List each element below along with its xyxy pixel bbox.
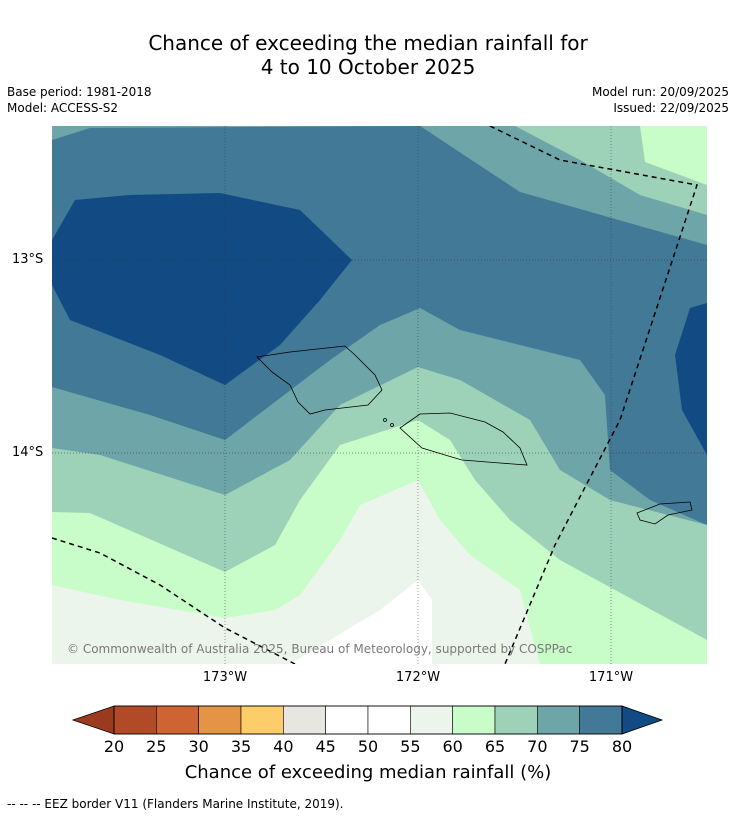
title-line-2: 4 to 10 October 2025 [260, 55, 476, 79]
colorbar-cell [367, 705, 411, 735]
colorbar-tick-label: 80 [611, 737, 633, 756]
colorbar-cell [452, 705, 496, 735]
colorbar-frame [113, 705, 623, 735]
copyright-notice: © Commonwealth of Australia 2025, Bureau… [67, 642, 573, 656]
lon-label-172w: 172°W [395, 670, 441, 685]
eez-legend-note: -- -- -- EEZ border V11 (Flanders Marine… [7, 797, 344, 811]
colorbar-extension-high [621, 705, 664, 735]
colorbar-cell [537, 705, 580, 735]
colorbar-cell [113, 705, 157, 735]
islet [390, 423, 394, 427]
colorbar-tick-label: 25 [146, 737, 167, 756]
title-line-1: Chance of exceeding the median rainfall … [148, 31, 588, 55]
islet [383, 418, 387, 422]
tutuila-island [636, 501, 693, 525]
map-layers [52, 126, 707, 664]
colorbar-tick-label: 55 [400, 737, 421, 756]
band-80-core-east [675, 303, 707, 455]
colorbar-tick-label: 70 [527, 737, 548, 756]
lat-label-13s: 13°S [12, 252, 44, 267]
graticule [52, 126, 707, 664]
colorbar-tick-label: 65 [484, 737, 506, 756]
model-run: Model run: 20/09/2025 [591, 85, 729, 99]
colorbar [71, 705, 664, 735]
colorbar-cell [198, 705, 242, 735]
colorbar-tick-label: 60 [442, 737, 463, 756]
colorbar-tick-label: 30 [188, 737, 209, 756]
colorbar-cell [156, 705, 199, 735]
issued-date: Issued: 22/09/2025 [613, 101, 729, 115]
lat-label-14s: 14°S [12, 445, 44, 460]
colorbar-cell [325, 705, 369, 735]
colorbar-tick-label: 75 [569, 737, 590, 756]
colorbar-tick-label: 40 [273, 737, 294, 756]
base-period: Base period: 1981-2018 [7, 85, 152, 99]
colorbar-tick-label: 50 [357, 737, 379, 756]
band-80-core-west [52, 193, 352, 385]
savaii-island [256, 345, 383, 415]
colorbar-tick-label: 35 [230, 737, 252, 756]
colorbar-tick-label: 45 [315, 737, 336, 756]
eez-border [52, 126, 698, 664]
colorbar-title: Chance of exceeding median rainfall (%) [184, 762, 552, 783]
colorbar-cell [240, 705, 284, 735]
colorbar-tick-label: 20 [103, 737, 125, 756]
band-60-65-top [640, 126, 707, 185]
colorbar-cell [410, 705, 453, 735]
upolu-island [399, 412, 528, 466]
colorbar-extension-low [71, 705, 115, 735]
colorbar-cell [494, 705, 538, 735]
colorbar-cell [283, 705, 326, 735]
model-name: Model: ACCESS-S2 [7, 101, 119, 115]
colorbar-cell [579, 705, 623, 735]
band-45-55 [290, 580, 432, 664]
lon-label-173w: 173°W [202, 670, 248, 685]
lon-label-171w: 171°W [588, 670, 634, 685]
